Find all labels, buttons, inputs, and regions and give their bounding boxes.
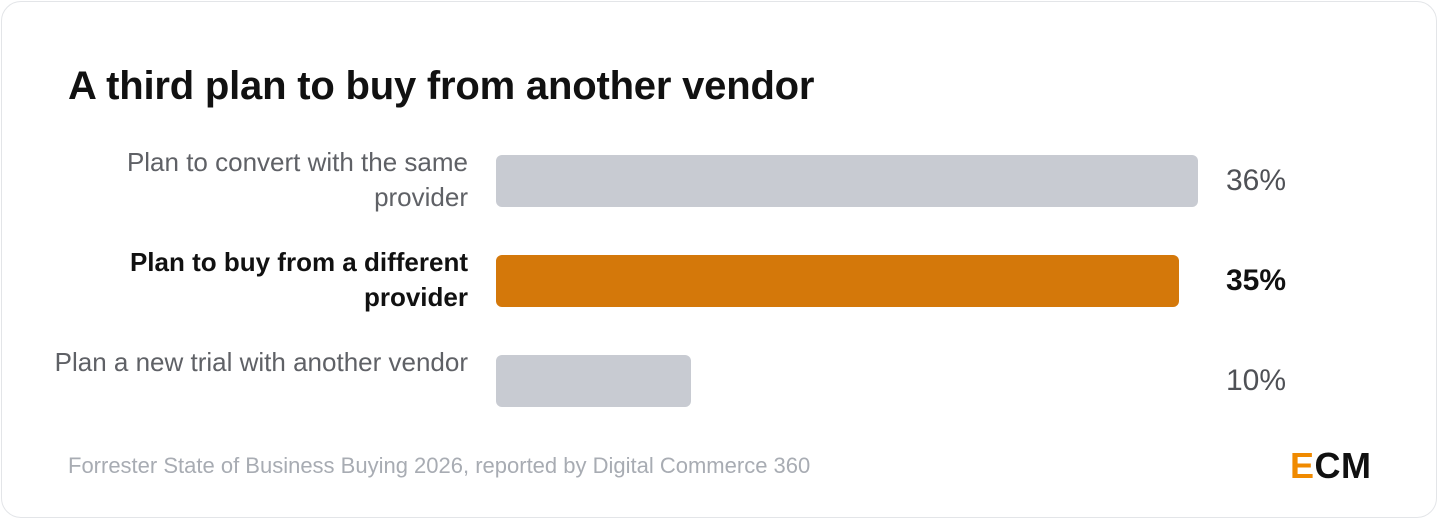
bar-label: Plan to buy from a different provider [129, 247, 468, 312]
bar-row-0: Plan to convert with the same provider 3… [2, 145, 1440, 225]
bar-value-label: 36% [1226, 164, 1287, 197]
bar-track [496, 255, 1198, 307]
bar-label: Plan a new trial with another vendor [54, 347, 468, 377]
chart-title: A third plan to buy from another vendor [68, 64, 815, 108]
bar-value-label: 10% [1226, 364, 1287, 397]
bar [496, 355, 691, 407]
ecm-logo: ECM [1290, 446, 1372, 486]
source-note: Forrester State of Business Buying 2026,… [68, 453, 811, 478]
logo-accent-letter: E [1290, 445, 1315, 486]
bar-label: Plan to convert with the same provider [126, 147, 468, 212]
bar-row-1: Plan to buy from a different provider 35… [2, 245, 1440, 325]
bar [496, 155, 1198, 207]
bar-row-2: Plan a new trial with another vendor 10% [2, 345, 1440, 425]
bar-track [496, 355, 1198, 407]
bar [496, 255, 1179, 307]
logo-text: CM [1314, 445, 1372, 486]
bar-value-label: 35% [1226, 264, 1287, 297]
bar-track [496, 155, 1198, 207]
